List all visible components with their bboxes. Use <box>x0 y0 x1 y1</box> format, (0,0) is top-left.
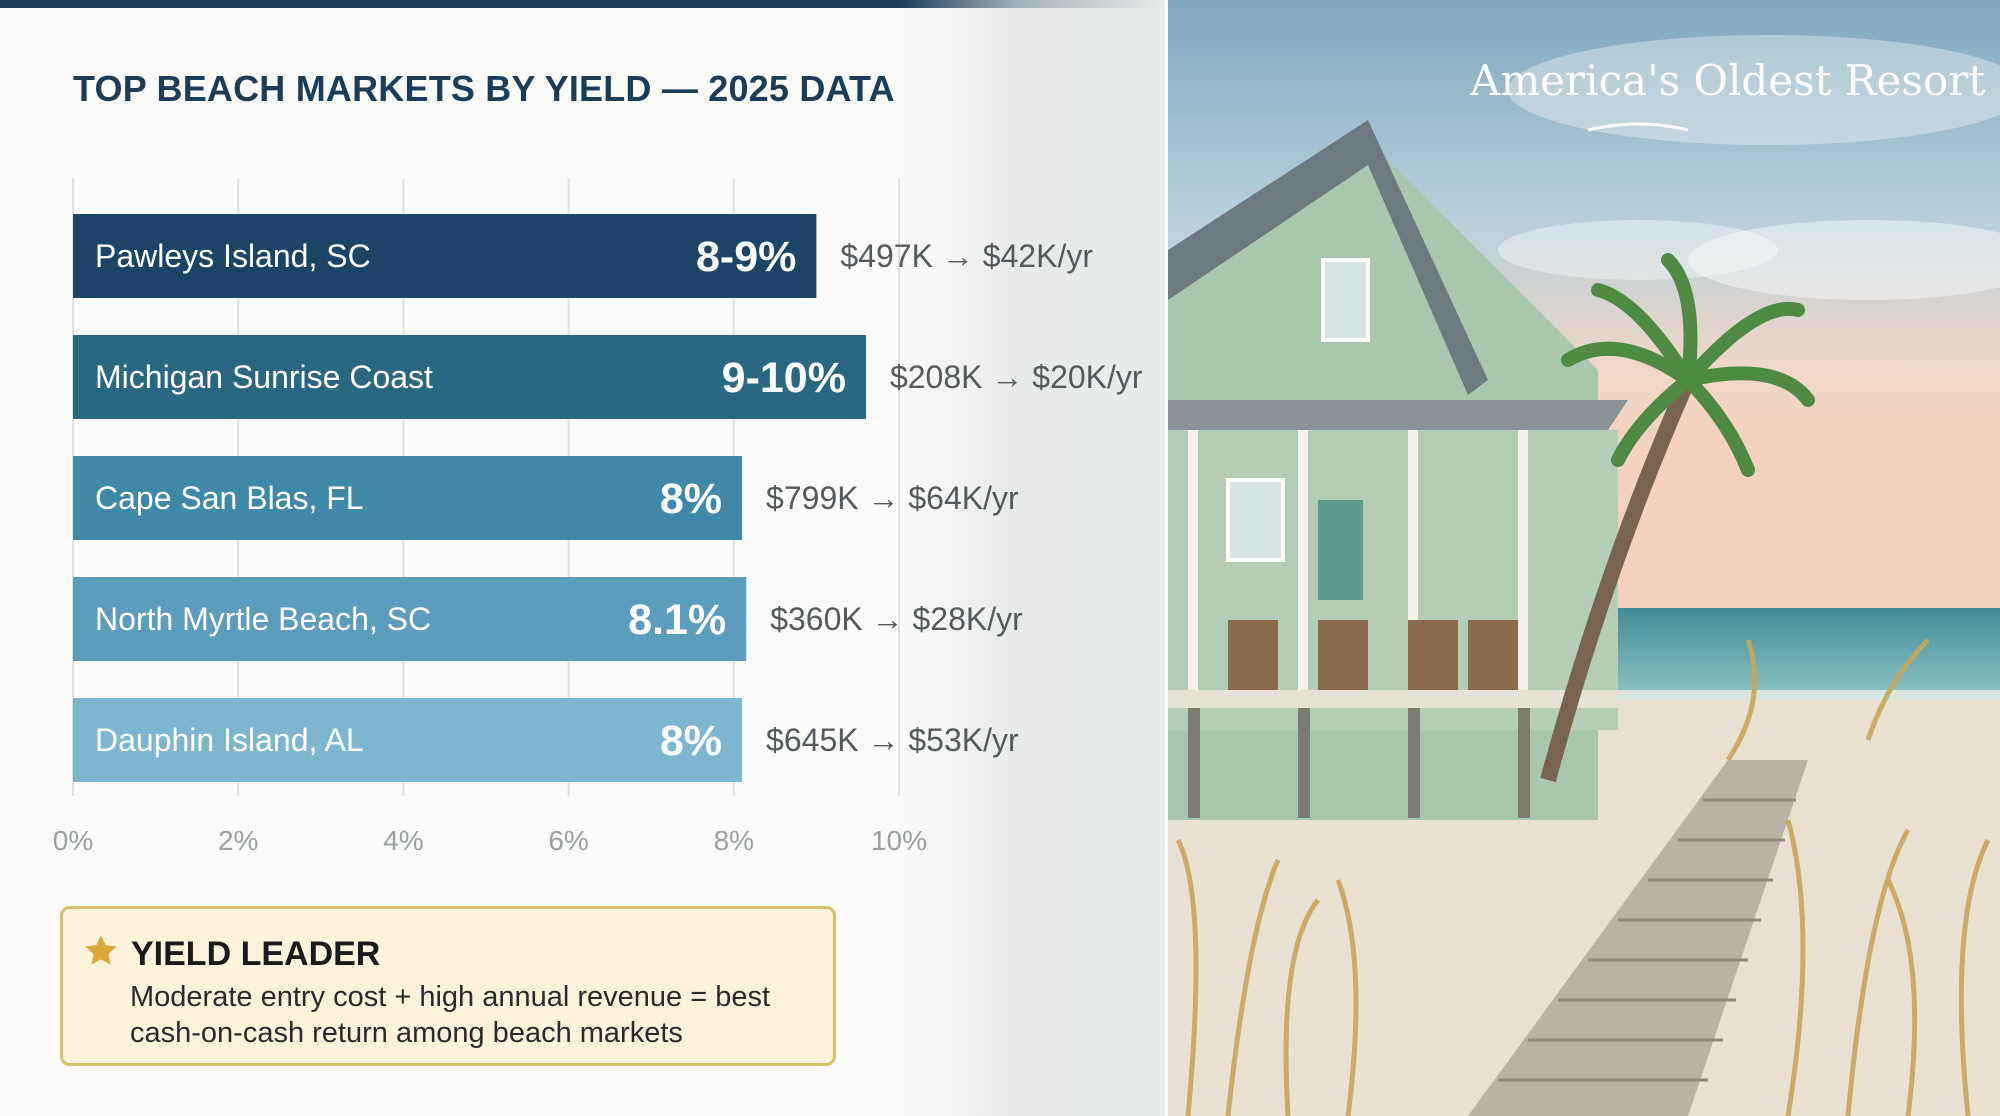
bar-category-label: Pawleys Island, SC <box>95 238 371 274</box>
star-icon <box>85 935 117 965</box>
bars: Pawleys Island, SC 8-9% $497K → $42K/yr Mic… <box>73 214 1143 782</box>
wave-flourish <box>1587 122 1689 132</box>
chart-title: TOP BEACH MARKETS BY YIELD — 2025 DATA <box>73 68 895 109</box>
x-tick-label: 10% <box>871 825 927 856</box>
callout-title: YIELD LEADER <box>131 935 381 973</box>
bar-category-label: Cape San Blas, FL <box>95 480 364 516</box>
bar <box>73 456 743 540</box>
callout-body: Moderate entry cost + high annual revenu… <box>130 981 771 1049</box>
x-axis-ticks: 0% 2% 4% 6% 8% 10% <box>53 825 927 856</box>
bar-category-label: Michigan Sunrise Coast <box>95 359 433 395</box>
bar-value-label: 8% <box>660 717 722 765</box>
x-tick-label: 0% <box>53 825 93 856</box>
bar-annotation: $497K → $42K/yr <box>840 238 1093 274</box>
bar-annotation: $799K → $64K/yr <box>766 480 1019 516</box>
bar-value-label: 8-9% <box>696 233 796 281</box>
bar-value-label: 8.1% <box>628 596 726 644</box>
x-tick-label: 6% <box>548 825 588 856</box>
panel-divider <box>1165 0 1168 1116</box>
bar-annotation: $360K → $28K/yr <box>770 601 1023 637</box>
bar-annotation: $208K → $20K/yr <box>890 359 1143 395</box>
bar-value-label: 9-10% <box>722 354 846 402</box>
photo-tagline: America's Oldest Resort <box>1470 56 1986 105</box>
x-tick-label: 8% <box>714 825 754 856</box>
bar <box>73 577 747 661</box>
beach-house-illustration: America's Oldest Resort <box>1168 0 2000 1116</box>
bar-category-label: Dauphin Island, AL <box>95 722 364 758</box>
bar-category-label: North Myrtle Beach, SC <box>95 601 431 637</box>
x-tick-label: 4% <box>383 825 423 856</box>
bar-annotation: $645K → $53K/yr <box>766 722 1019 758</box>
x-tick-label: 2% <box>218 825 258 856</box>
watercolor-scene <box>1168 0 2000 1116</box>
top-accent-bar <box>0 0 1165 8</box>
panel-fade <box>900 0 1165 1116</box>
yield-bar-chart: Pawleys Island, SC 8-9% $497K → $42K/yr Mic… <box>53 178 1143 856</box>
bar <box>73 335 866 419</box>
bar <box>73 214 817 298</box>
yield-leader-callout: YIELD LEADER Moderate entry cost + high … <box>60 906 836 1066</box>
bar <box>73 698 743 782</box>
bar-value-label: 8% <box>660 475 722 523</box>
